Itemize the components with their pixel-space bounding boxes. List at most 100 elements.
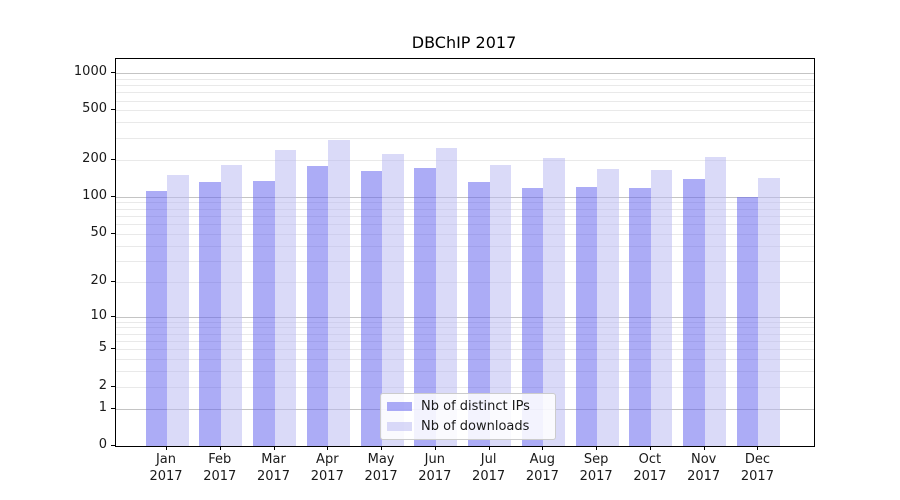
x-tick-mark <box>757 446 759 450</box>
x-tick-year: 2017 <box>364 469 398 484</box>
x-tick-month: Apr <box>316 452 339 467</box>
legend-item-distinct-ips: Nb of distinct IPs <box>387 396 549 416</box>
plot-area: Nb of distinct IPs Nb of downloads <box>115 58 815 447</box>
x-tick-month: Mar <box>261 452 286 467</box>
bar-downloads <box>704 157 727 446</box>
gridline-minor <box>116 224 814 226</box>
gridline-major <box>116 73 814 75</box>
x-tick-label: Apr 2017 <box>299 451 355 485</box>
legend-item-downloads: Nb of downloads <box>387 417 549 437</box>
gridline-major <box>116 196 814 198</box>
x-tick-month: Nov <box>690 452 717 467</box>
x-tick-year: 2017 <box>203 469 237 484</box>
bar-downloads <box>650 170 673 446</box>
x-tick-month: Feb <box>208 452 232 467</box>
legend-swatch-distinct-ips <box>387 401 412 411</box>
x-tick-month: Jun <box>424 452 445 467</box>
gridline-minor <box>116 100 814 102</box>
x-tick-mark <box>488 446 490 450</box>
x-tick-year: 2017 <box>310 469 344 484</box>
y-tick-mark <box>111 232 115 234</box>
x-tick-month: Oct <box>638 452 662 467</box>
y-tick-mark <box>111 315 115 317</box>
gridline-minor <box>116 159 814 161</box>
x-tick-month: Jan <box>155 452 177 467</box>
bar-distinct-ips <box>683 178 705 446</box>
x-tick-label: Jul 2017 <box>461 451 517 485</box>
bar-downloads <box>489 165 512 446</box>
gridline-minor <box>116 327 814 329</box>
chart-title: DBChIP 2017 <box>411 33 517 52</box>
gridline-minor <box>116 386 814 388</box>
x-tick-mark <box>327 446 329 450</box>
gridline-minor <box>116 202 814 204</box>
x-tick-month: Aug <box>529 452 556 467</box>
y-tick-label: 1 <box>98 399 107 415</box>
y-tick-mark <box>111 445 115 446</box>
bar-downloads <box>543 158 565 446</box>
x-tick-mark <box>219 446 221 450</box>
gridline-minor <box>116 208 814 210</box>
gridline-minor <box>116 85 814 87</box>
y-tick-label: 500 <box>82 101 107 117</box>
y-tick-label: 2 <box>98 377 107 393</box>
gridline-minor <box>116 371 814 373</box>
x-tick-mark <box>596 446 598 450</box>
x-tick-month: Sep <box>583 452 609 467</box>
bar-downloads <box>758 177 780 446</box>
bar-downloads <box>597 169 619 446</box>
x-tick-mark <box>542 446 544 450</box>
x-tick-label: Dec 2017 <box>729 451 785 485</box>
y-tick-mark <box>111 348 115 350</box>
bar-downloads <box>274 149 297 446</box>
y-tick-label: 10 <box>90 307 107 323</box>
y-tick-mark <box>111 280 115 282</box>
bar-downloads <box>328 140 350 446</box>
bar-distinct-ips <box>306 165 329 446</box>
x-tick-year: 2017 <box>633 469 667 484</box>
bar-distinct-ips <box>199 182 221 446</box>
y-tick-mark <box>111 385 115 387</box>
legend-swatch-downloads <box>387 422 412 432</box>
gridline-minor <box>116 215 814 217</box>
gridline-minor <box>116 78 814 80</box>
gridline-minor <box>116 333 814 335</box>
legend-label-downloads: Nb of downloads <box>421 419 530 435</box>
x-tick-year: 2017 <box>687 469 721 484</box>
gridline-minor <box>116 137 814 139</box>
gridline-minor <box>116 349 814 351</box>
legend: Nb of distinct IPs Nb of downloads <box>380 393 556 440</box>
bar-distinct-ips <box>736 197 759 446</box>
gridline-minor <box>116 233 814 235</box>
gridline-minor <box>116 92 814 94</box>
x-tick-year: 2017 <box>579 469 613 484</box>
bar-distinct-ips <box>253 181 275 446</box>
x-tick-label: Mar 2017 <box>246 451 302 485</box>
x-tick-month: May <box>367 452 395 467</box>
bar-distinct-ips <box>468 182 490 446</box>
x-tick-year: 2017 <box>149 469 183 484</box>
gridline-minor <box>116 260 814 262</box>
x-tick-year: 2017 <box>525 469 559 484</box>
x-tick-mark <box>703 446 705 450</box>
bar-distinct-ips <box>360 170 383 446</box>
y-tick-label: 100 <box>82 187 107 203</box>
bar-distinct-ips <box>575 187 598 446</box>
x-tick-year: 2017 <box>256 469 291 484</box>
y-tick-label: 1000 <box>73 64 107 80</box>
gridline-minor <box>116 321 814 323</box>
x-tick-year: 2017 <box>472 469 506 484</box>
y-tick-label: 20 <box>90 272 107 288</box>
bar-distinct-ips <box>521 187 544 446</box>
gridline-minor <box>116 281 814 283</box>
x-tick-label: Jun 2017 <box>407 451 463 485</box>
x-tick-mark <box>166 446 167 450</box>
gridline-major <box>116 316 814 318</box>
x-tick-year: 2017 <box>740 469 774 484</box>
y-tick-label: 200 <box>82 150 107 166</box>
y-tick-mark <box>111 109 115 111</box>
gridline-minor <box>116 245 814 247</box>
y-tick-mark <box>111 195 115 197</box>
x-tick-label: May 2017 <box>353 451 409 485</box>
